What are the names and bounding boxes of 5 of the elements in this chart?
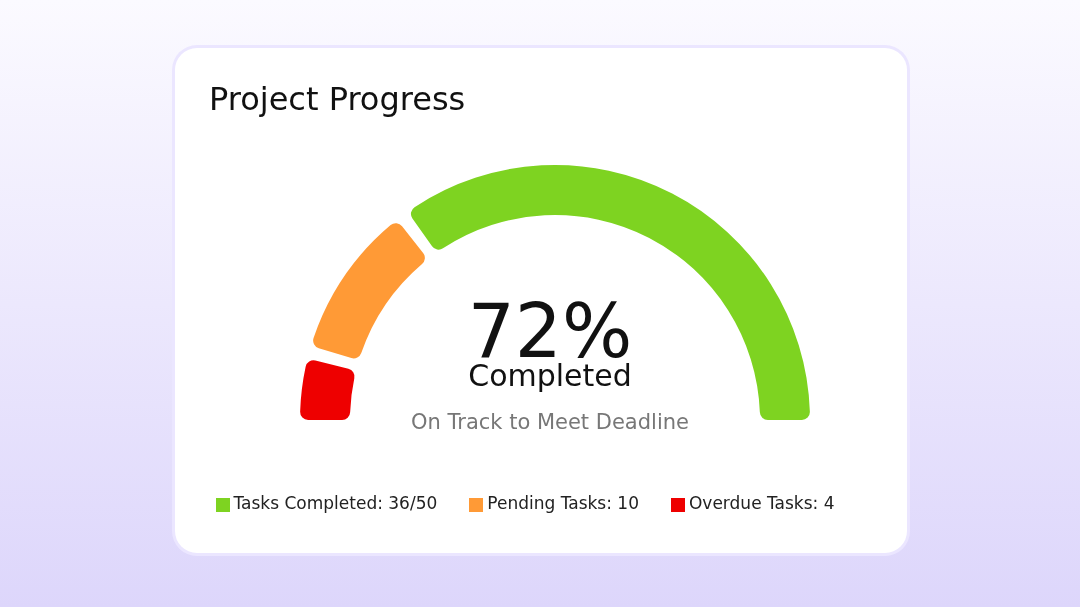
legend-label: Pending Tasks: 10 xyxy=(487,493,639,513)
text: On Track to Meet Deadline xyxy=(410,410,690,434)
chart-title: Project Progress xyxy=(209,80,466,118)
legend-label: Tasks Completed: 36/50 xyxy=(233,493,438,513)
legend-label: Overdue Tasks: 4 xyxy=(688,493,835,513)
